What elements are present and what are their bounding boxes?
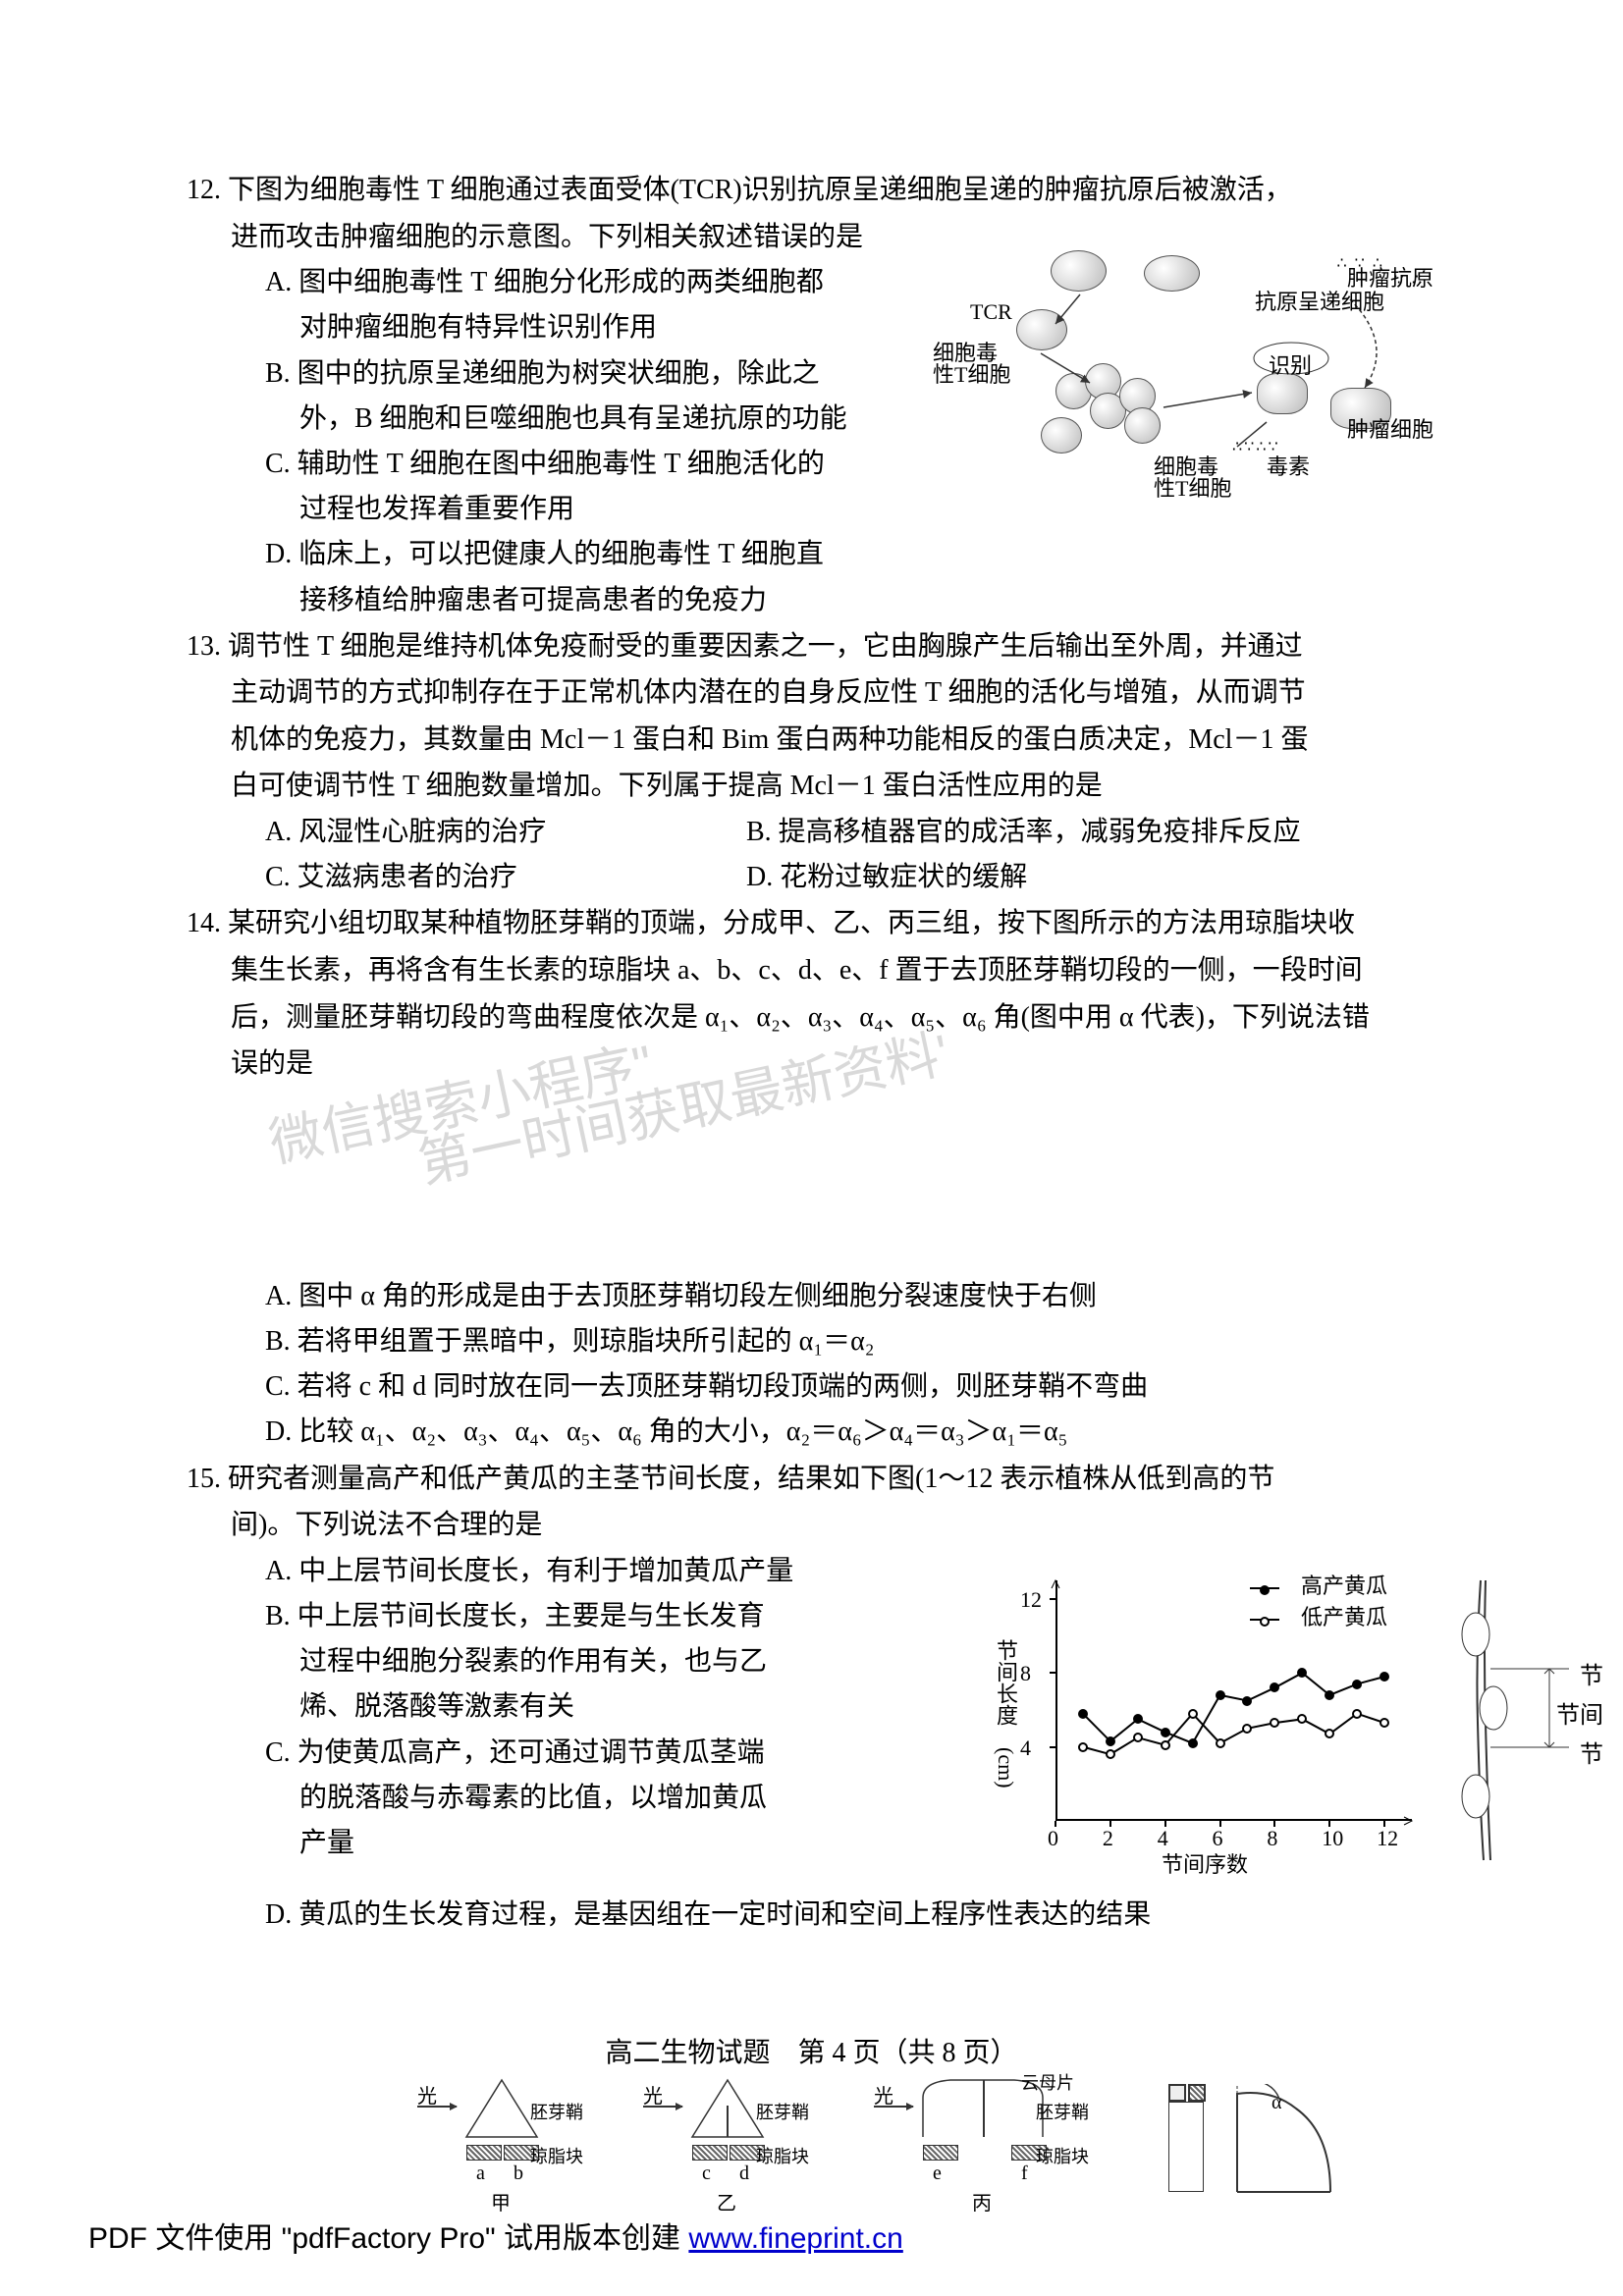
page-footer: 高二生物试题 第 4 页（共 8 页） bbox=[0, 2031, 1623, 2070]
q15-plant-icon: 节 节间 节 bbox=[1436, 1575, 1603, 1865]
q14-l2: 集生长素，再将含有生长素的琼脂块 a、b、c、d、e、f 置于去顶胚芽鞘切段的一… bbox=[231, 947, 1443, 994]
q13-b: B. 提高移植器官的成活率，减弱免疫排斥反应 bbox=[746, 810, 1301, 855]
q12-d1: D. 临床上，可以把健康人的细胞毒性 T 细胞直 bbox=[265, 532, 1443, 577]
q15-title: 15. 研究者测量高产和低产黄瓜的主茎节间长度，结果如下图(1～12 表示植株从… bbox=[187, 1456, 1443, 1503]
q12-diagram: TCR ∴ ∵ ∴ ∵ ∴ ∴∵∴∵ 肿瘤抗 bbox=[943, 226, 1434, 506]
q13-l2: 主动调节的方式抑制存在于正常机体内潜在的自身反应性 T 细胞的活化与增殖，从而调… bbox=[231, 669, 1443, 717]
q13-d: D. 花粉过敏症状的缓解 bbox=[746, 855, 1027, 900]
q14-diagram: 光 胚芽鞘 琼脂块 a b 甲 光 胚芽鞘 bbox=[417, 2074, 1370, 2226]
q14-l3: 后，测量胚芽鞘切段的弯曲程度依次是 α₁、α₂、α₃、α₄、α₅、α₆ 角(图中… bbox=[231, 994, 1443, 1041]
q13-l3: 机体的免疫力，其数量由 Mcl－1 蛋白和 Bim 蛋白两种功能相反的蛋白质决定… bbox=[231, 717, 1443, 764]
q13-a: A. 风湿性心脏病的治疗 bbox=[265, 810, 746, 855]
q15-l2: 间)。下列说法不合理的是 bbox=[231, 1502, 1443, 1549]
pdf-link[interactable]: www.fineprint.cn bbox=[688, 2222, 902, 2255]
q14-d: D. 比较 α₁、α₂、α₃、α₄、α₅、α₆ 角的大小，α₂＝α₆＞α₄＝α₃… bbox=[265, 1410, 1443, 1455]
q13-l4: 白可使调节性 T 细胞数量增加。下列属于提高 Mcl－1 蛋白活性应用的是 bbox=[231, 763, 1443, 810]
q14-c: C. 若将 c 和 d 同时放在同一去顶胚芽鞘切段顶端的两侧，则胚芽鞘不弯曲 bbox=[265, 1364, 1443, 1410]
q14-b: B. 若将甲组置于黑暗中，则琼脂块所引起的 α₁＝α₂ bbox=[265, 1319, 1443, 1364]
q15-d: D. 黄瓜的生长发育过程，是基因组在一定时间和空间上程序性表达的结果 bbox=[265, 1893, 1443, 1938]
q15-polyline-icon bbox=[995, 1561, 1427, 1875]
q12-title: 12. 下图为细胞毒性 T 细胞通过表面受体(TCR)识别抗原呈递细胞呈递的肿瘤… bbox=[187, 167, 1443, 214]
pdf-footer: PDF 文件使用 "pdfFactory Pro" 试用版本创建 www.fin… bbox=[88, 2214, 903, 2257]
q14-a: A. 图中 α 角的形成是由于去顶胚芽鞘切段左侧细胞分裂速度快于右侧 bbox=[265, 1274, 1443, 1319]
q13-title: 13. 调节性 T 细胞是维持机体免疫耐受的重要因素之一，它由胸腺产生后输出至外… bbox=[187, 623, 1443, 670]
q13-c: C. 艾滋病患者的治疗 bbox=[265, 855, 746, 900]
q15-chart: 高产黄瓜 低产黄瓜 4812024681012 节间长度 (cm) 节间序数 bbox=[995, 1561, 1427, 1875]
q14-title: 14. 某研究小组切取某种植物胚芽鞘的顶端，分成甲、乙、丙三组，按下图所示的方法… bbox=[187, 900, 1443, 947]
q12-d2: 接移植给肿瘤患者可提高患者的免疫力 bbox=[299, 578, 1443, 623]
q14-l4: 误的是 bbox=[231, 1041, 1443, 1088]
